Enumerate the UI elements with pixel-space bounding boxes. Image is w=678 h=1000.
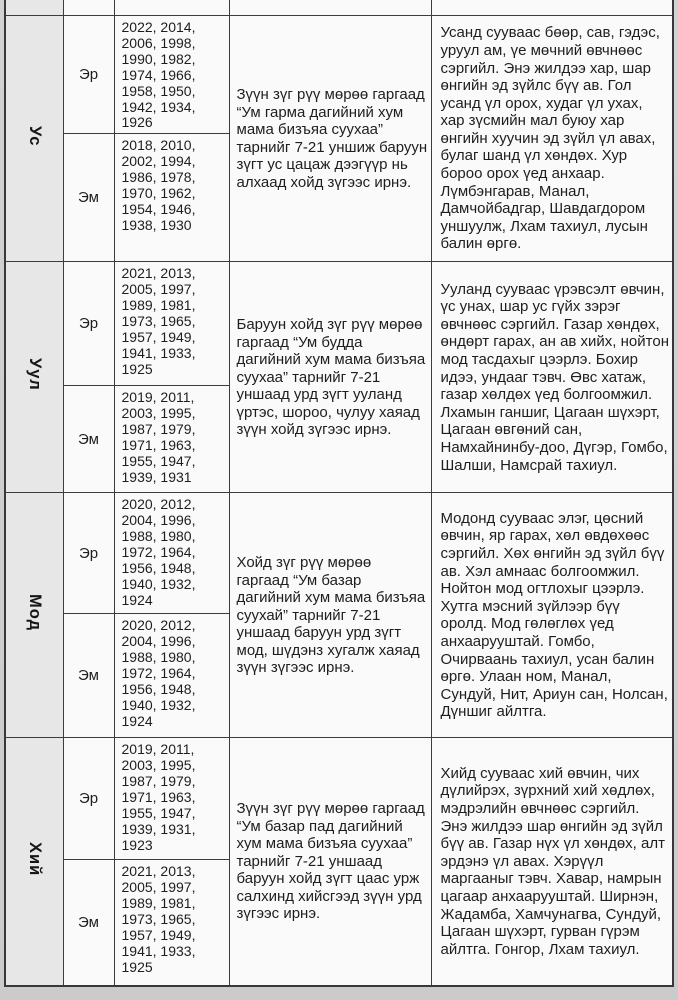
female-label-cell: Эм <box>62 859 115 987</box>
male-years-cell: 2020, 2012, 2004, 1996, 1988, 1980, 1972… <box>113 492 230 615</box>
cut-off-cell <box>113 0 230 16</box>
female-years-cell: 2019, 2011, 2003, 1995, 1987, 1979, 1971… <box>113 385 230 494</box>
female-years-cell: 2021, 2013, 2005, 1997, 1989, 1981, 1973… <box>113 859 230 987</box>
male-years-cell: 2019, 2011, 2003, 1995, 1987, 1979, 1971… <box>113 737 230 861</box>
female-label-cell: Эм <box>62 133 115 263</box>
male-label-cell: Эр <box>62 492 115 615</box>
instruction-cell-mountain: Баруун хойд зүг рүү мөрөө гаргаад “Ум бу… <box>228 261 432 494</box>
element-cell-air: Хий <box>4 737 64 987</box>
element-cell-wood: Мод <box>4 492 64 739</box>
female-years-cell: 2020, 2012, 2004, 1996, 1988, 1980, 1972… <box>113 613 230 739</box>
element-cell-mountain: Уул <box>4 261 64 494</box>
male-label-cell: Эр <box>62 737 115 861</box>
cut-off-row <box>4 0 674 16</box>
cut-off-cell <box>430 0 674 16</box>
element-year-table: Ус Эр 2022, 2014, 2006, 1998, 1990, 1982… <box>4 0 674 987</box>
element-label-water: Ус <box>25 125 44 147</box>
table-row: Эм 2019, 2011, 2003, 1995, 1987, 1979, 1… <box>5 385 673 494</box>
description-cell-mountain: Ууланд сууваас үрэвсэлт өвчин, үс унах, … <box>430 261 674 494</box>
instruction-cell-water: Зүүн зүг рүү мөрөө гаргаад “Ум гарма даг… <box>228 14 432 263</box>
female-label-cell: Эм <box>62 385 115 494</box>
table-row: Эм 2021, 2013, 2005, 1997, 1989, 1981, 1… <box>5 859 673 987</box>
male-label-cell: Эр <box>62 14 115 135</box>
table-row: Мод Эр 2020, 2012, 2004, 1996, 1988, 198… <box>4 492 674 739</box>
description-cell-wood: Модонд сууваас элэг, цөсний өвчин, яр га… <box>430 492 674 739</box>
cut-off-cell <box>62 0 115 16</box>
cut-off-cell <box>4 0 64 16</box>
female-label-cell: Эм <box>62 613 115 739</box>
element-label-mountain: Уул <box>25 358 44 392</box>
table-row: Эм 2020, 2012, 2004, 1996, 1988, 1980, 1… <box>5 613 673 739</box>
element-label-air: Хий <box>25 841 44 877</box>
table-row: Уул Эр 2021, 2013, 2005, 1997, 1989, 198… <box>4 261 674 494</box>
element-cell-water: Ус <box>4 14 64 263</box>
cut-off-cell <box>228 0 432 16</box>
male-label-cell: Эр <box>62 261 115 387</box>
description-cell-air: Хийд сууваас хий өвчин, чих дүлийрэх, зү… <box>430 737 674 987</box>
instruction-cell-wood: Хойд зүг рүү мөрөө гаргаад “Ум базар даг… <box>228 492 432 739</box>
table-row: Эм 2018, 2010, 2002, 1994, 1986, 1978, 1… <box>5 133 673 263</box>
element-label-wood: Мод <box>25 594 44 632</box>
male-years-cell: 2022, 2014, 2006, 1998, 1990, 1982, 1974… <box>113 14 230 135</box>
table-row: Ус Эр 2022, 2014, 2006, 1998, 1990, 1982… <box>4 14 674 263</box>
male-years-cell: 2021, 2013, 2005, 1997, 1989, 1981, 1973… <box>113 261 230 387</box>
description-cell-water: Усанд сууваас бөөр, сав, гэдэс, уруул ам… <box>430 14 674 263</box>
instruction-cell-air: Зүүн зүг рүү мөрөө гаргаад “Ум базар пад… <box>228 737 432 987</box>
table-row: Хий Эр 2019, 2011, 2003, 1995, 1987, 197… <box>4 737 674 987</box>
female-years-cell: 2018, 2010, 2002, 1994, 1986, 1978, 1970… <box>113 133 230 263</box>
